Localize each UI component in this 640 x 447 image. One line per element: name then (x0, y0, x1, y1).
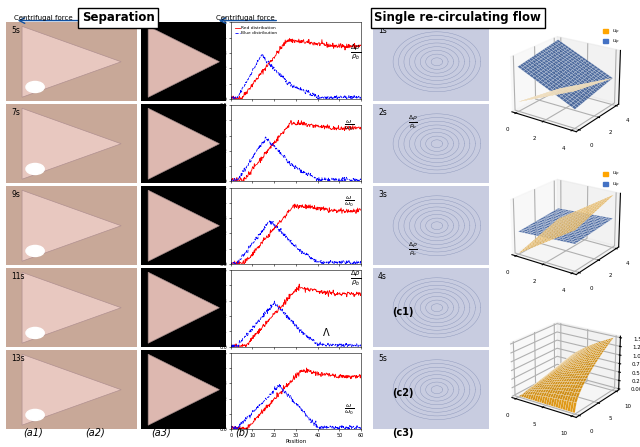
Circle shape (26, 245, 44, 257)
Text: Centrifugal force: Centrifugal force (216, 15, 275, 21)
Text: 3s: 3s (378, 190, 387, 199)
Text: (c2): (c2) (392, 388, 414, 397)
Text: $\frac{\omega}{\omega_0}$: $\frac{\omega}{\omega_0}$ (344, 194, 355, 209)
Text: 13s: 13s (12, 354, 25, 363)
Text: (a1): (a1) (24, 428, 43, 438)
Polygon shape (148, 108, 220, 179)
Text: $\Lambda$: $\Lambda$ (322, 326, 331, 338)
Text: (c3): (c3) (392, 428, 414, 438)
Polygon shape (148, 272, 220, 343)
Polygon shape (148, 26, 220, 97)
Text: $\frac{\Delta\rho}{\rho_{b}}$: $\frac{\Delta\rho}{\rho_{b}}$ (349, 268, 361, 287)
Polygon shape (22, 190, 121, 261)
Text: 11s: 11s (12, 272, 25, 281)
Text: (b): (b) (235, 428, 249, 438)
Text: 5s: 5s (378, 354, 387, 363)
Circle shape (26, 164, 44, 174)
Circle shape (26, 327, 44, 338)
Circle shape (26, 81, 44, 93)
Text: (a3): (a3) (152, 428, 171, 438)
Legend: $u_p$, $u_p$: $u_p$, $u_p$ (601, 25, 622, 49)
Text: 5s: 5s (12, 26, 20, 35)
Circle shape (26, 409, 44, 421)
Text: Separation: Separation (82, 11, 155, 24)
Text: $\frac{\Delta\rho}{\rho_b}$: $\frac{\Delta\rho}{\rho_b}$ (408, 241, 418, 258)
Polygon shape (148, 354, 220, 425)
Text: (c1): (c1) (392, 307, 414, 317)
Legend: $u_p$, $u_p$: $u_p$, $u_p$ (601, 168, 622, 192)
Text: 1s: 1s (378, 26, 387, 35)
Polygon shape (148, 190, 220, 261)
Text: 9s: 9s (12, 190, 20, 199)
Polygon shape (22, 26, 121, 97)
Text: Single re-circulating flow: Single re-circulating flow (374, 11, 541, 24)
Legend: Red distribution, Blue distribution: Red distribution, Blue distribution (233, 25, 279, 37)
Text: (a2): (a2) (85, 428, 104, 438)
Text: $\frac{\omega}{\omega_0}$: $\frac{\omega}{\omega_0}$ (344, 118, 355, 133)
Text: $\frac{\Delta\rho}{\rho_b}$: $\frac{\Delta\rho}{\rho_b}$ (349, 42, 361, 62)
Text: $\frac{\Delta\rho}{\rho_b}$: $\frac{\Delta\rho}{\rho_b}$ (408, 114, 418, 131)
Polygon shape (22, 108, 121, 179)
X-axis label: Position: Position (285, 439, 307, 444)
Polygon shape (22, 354, 121, 425)
Text: 4s: 4s (378, 272, 387, 281)
Text: Centrifugal force: Centrifugal force (14, 15, 73, 21)
Text: 7s: 7s (12, 108, 20, 117)
Text: 2s: 2s (378, 108, 387, 117)
Text: $\frac{\omega}{\omega_0}$: $\frac{\omega}{\omega_0}$ (344, 402, 355, 417)
Polygon shape (22, 272, 121, 343)
